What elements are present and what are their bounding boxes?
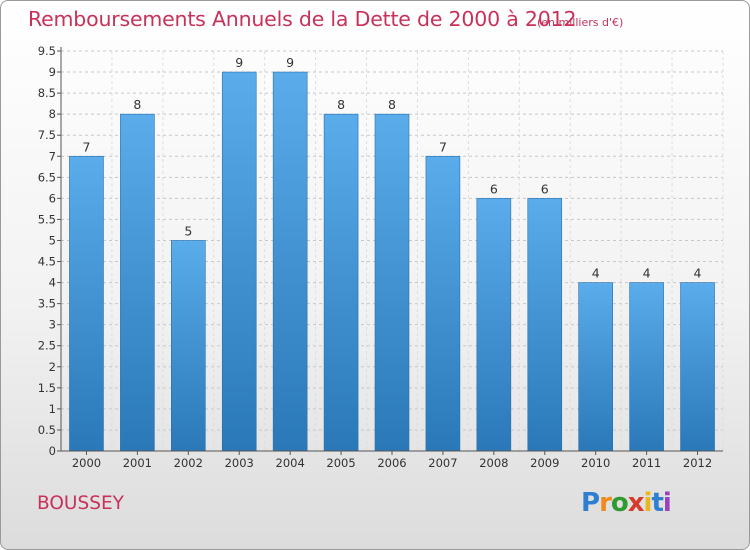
y-tick-label: 7.5 <box>38 128 56 142</box>
x-tick-label: 2007 <box>428 456 457 470</box>
x-tick-label: 2011 <box>632 456 661 470</box>
logo-letter: i <box>643 488 653 518</box>
y-tick-label: 3 <box>49 318 56 332</box>
x-tick-label: 2012 <box>683 456 712 470</box>
logo-letter: P <box>581 488 600 518</box>
bar <box>578 282 613 452</box>
place-name: BOUSSEY <box>37 493 124 514</box>
y-tick-label: 5.5 <box>38 212 56 226</box>
bar <box>680 282 715 452</box>
data-label: 9 <box>235 55 243 70</box>
bar <box>323 113 359 452</box>
bar <box>629 282 664 452</box>
bar <box>120 113 155 452</box>
y-tick-label: 3.5 <box>38 297 56 311</box>
logo-letter: t <box>651 488 663 518</box>
y-tick-label: 0.5 <box>38 423 56 437</box>
logo-letter: i <box>662 488 672 518</box>
bar <box>476 198 512 452</box>
x-tick-label: 2003 <box>225 456 254 470</box>
bar <box>171 240 206 452</box>
unit-label: (en milliers d'€) <box>537 16 624 29</box>
bar <box>69 155 104 452</box>
x-tick-label: 2009 <box>530 456 559 470</box>
data-label: 8 <box>337 97 345 112</box>
bar <box>527 198 563 452</box>
y-tick-label: 2 <box>49 360 56 374</box>
x-tick-label: 2010 <box>581 456 610 470</box>
y-tick-label: 9.5 <box>38 44 56 58</box>
y-tick-label: 4.5 <box>38 255 56 269</box>
data-label: 5 <box>184 223 192 238</box>
bar <box>425 155 461 452</box>
data-label: 9 <box>286 55 294 70</box>
logo-letter: o <box>610 488 629 518</box>
bar <box>221 71 257 452</box>
y-tick-label: 0 <box>49 444 56 458</box>
chart-title: Remboursements Annuels de la Dette de 20… <box>28 7 577 31</box>
x-tick-label: 2000 <box>72 456 101 470</box>
x-tick-label: 2005 <box>326 456 355 470</box>
x-tick-label: 2001 <box>123 456 152 470</box>
x-tick-label: 2008 <box>479 456 508 470</box>
bar <box>374 113 410 452</box>
data-label: 4 <box>694 266 702 281</box>
y-tick-label: 8.5 <box>38 86 56 100</box>
y-tick-label: 6 <box>49 191 56 205</box>
logo-letter: r <box>599 488 612 518</box>
data-label: 6 <box>490 181 498 196</box>
y-tick-label: 6.5 <box>38 170 56 184</box>
y-tick-label: 7 <box>49 149 56 163</box>
data-label: 4 <box>592 266 600 281</box>
y-tick-label: 1 <box>49 402 56 416</box>
data-label: 6 <box>541 181 549 196</box>
logo-letter: x <box>627 488 645 518</box>
data-label: 7 <box>439 139 447 154</box>
proxiti-logo: Proxiti <box>581 488 672 518</box>
data-label: 8 <box>133 97 141 112</box>
x-tick-label: 2004 <box>276 456 305 470</box>
y-tick-label: 5 <box>49 233 56 247</box>
data-label: 7 <box>82 139 90 154</box>
bar <box>272 71 308 452</box>
data-label: 8 <box>388 97 396 112</box>
x-tick-label: 2006 <box>377 456 406 470</box>
y-tick-label: 2.5 <box>38 339 56 353</box>
y-tick-label: 8 <box>49 107 56 121</box>
y-tick-label: 4 <box>49 276 56 290</box>
data-label: 4 <box>643 266 651 281</box>
x-tick-label: 2002 <box>174 456 203 470</box>
y-tick-label: 1.5 <box>38 381 56 395</box>
y-tick-label: 9 <box>49 65 56 79</box>
